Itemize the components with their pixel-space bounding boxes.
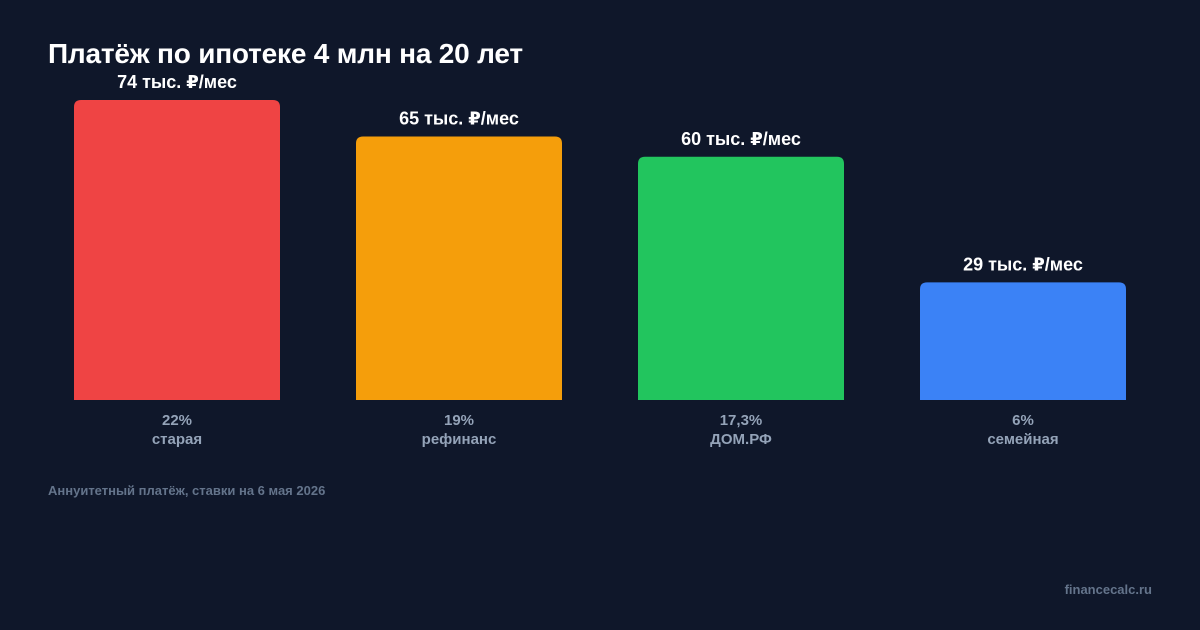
bar-category-label: старая (152, 431, 202, 448)
bar-value-label: 29 тыс. ₽/мес (963, 254, 1083, 274)
bar-3 (920, 282, 1126, 400)
chart-title: Платёж по ипотеке 4 млн на 20 лет (48, 38, 523, 69)
source-label: financecalc.ru (1064, 582, 1152, 597)
footnote: Аннуитетный платёж, ставки на 6 мая 2026 (48, 483, 326, 498)
bar-category-label: ДОМ.РФ (710, 431, 772, 448)
bar-category-label: семейная (987, 431, 1058, 448)
bar-0 (74, 100, 280, 400)
bar-value-label: 74 тыс. ₽/мес (117, 72, 237, 92)
bar-rate-label: 6% (1012, 412, 1034, 429)
bar-rate-label: 19% (444, 412, 474, 429)
bar-2 (638, 156, 844, 400)
bar-rate-label: 22% (162, 412, 192, 429)
bar-1 (356, 136, 562, 400)
bar-value-label: 60 тыс. ₽/мес (681, 129, 801, 149)
bar-category-label: рефинанс (422, 431, 497, 448)
bar-rate-label: 17,3% (720, 412, 763, 429)
bar-value-label: 65 тыс. ₽/мес (399, 108, 519, 128)
